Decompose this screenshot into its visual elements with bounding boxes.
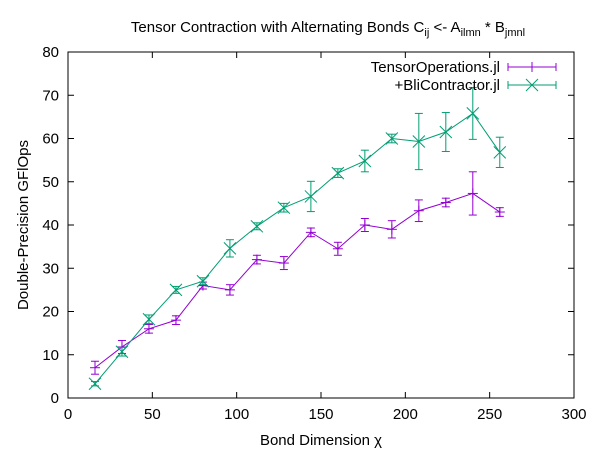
data-point <box>494 207 505 218</box>
y-tick-label: 60 <box>42 131 59 148</box>
data-point <box>439 125 453 139</box>
cross-marker-b <box>466 107 480 120</box>
cross-marker-b <box>331 166 345 180</box>
x-tick-label: 250 <box>477 406 502 423</box>
data-point <box>359 220 370 230</box>
cross-marker-b <box>385 132 399 145</box>
data-point <box>466 107 480 120</box>
data-point <box>331 166 345 180</box>
title-c-subscript: ij <box>424 27 429 39</box>
series-layer <box>88 86 507 391</box>
cross-marker-b <box>358 154 372 168</box>
legend-sample-marker <box>527 62 537 72</box>
data-point <box>467 188 478 199</box>
cross-marker-b <box>169 283 183 297</box>
data-point <box>305 227 316 238</box>
data-point <box>251 254 262 265</box>
data-point <box>169 283 183 297</box>
data-point <box>440 197 451 208</box>
data-point <box>493 145 507 159</box>
data-point <box>385 132 399 145</box>
cross-marker-b <box>115 345 129 359</box>
cross-marker-b <box>304 190 318 203</box>
data-point <box>223 242 237 255</box>
chart-title: Tensor Contraction with Alternating Bond… <box>131 19 525 39</box>
data-point <box>277 201 291 215</box>
legend-sample-1 <box>507 78 557 92</box>
data-point <box>304 190 318 203</box>
x-tick-labels: 0 50 100 150 200 250 300 <box>64 406 587 423</box>
legend: TensorOperations.jl +BliContractor.jl <box>371 59 557 94</box>
y-tick-label: 40 <box>42 217 59 234</box>
x-tick-label: 0 <box>64 406 72 423</box>
title-b-subscript: jmnl <box>504 27 525 39</box>
legend-sample-marker <box>525 78 539 92</box>
cross-marker-b <box>525 78 539 92</box>
legend-label-tensoroperations: TensorOperations.jl <box>371 59 500 76</box>
y-tick-label: 50 <box>42 174 59 191</box>
data-point <box>412 135 426 148</box>
data-point <box>413 205 424 216</box>
axis-ticks <box>67 51 575 399</box>
legend-samples <box>507 62 557 92</box>
cross-marker-b <box>196 274 210 288</box>
legend-label-blicontractor: +BliContractor.jl <box>395 77 500 94</box>
data-point <box>170 315 181 326</box>
data-point <box>115 345 129 359</box>
x-tick-label: 100 <box>224 406 249 423</box>
y-axis-label: Double-Precision GFlOps <box>15 140 32 310</box>
data-point <box>143 323 154 334</box>
x-tick-label: 150 <box>308 406 333 423</box>
y-tick-labels: 0 10 20 30 40 50 60 70 80 <box>42 44 59 407</box>
data-point <box>196 274 210 288</box>
title-arrow: <- A <box>429 19 460 36</box>
series-line <box>94 192 501 369</box>
cross-marker-b <box>493 145 507 159</box>
y-tick-label: 20 <box>42 304 59 321</box>
cross-marker-b <box>277 201 291 215</box>
data-point <box>332 243 343 254</box>
cross-marker-b <box>88 377 102 391</box>
cross-marker-b <box>142 312 156 326</box>
title-times: * B <box>481 19 505 36</box>
data-point <box>142 312 156 326</box>
series-1 <box>88 86 507 391</box>
data-point <box>224 284 235 295</box>
data-point <box>250 219 264 233</box>
x-tick-label: 50 <box>144 406 161 423</box>
cross-marker-b <box>412 135 426 148</box>
cross-marker-b <box>223 242 237 255</box>
data-point <box>386 224 397 235</box>
y-tick-label: 0 <box>51 390 59 407</box>
y-tick-label: 70 <box>42 87 59 104</box>
title-main: Tensor Contraction with Alternating Bond… <box>131 19 425 36</box>
x-axis-label: Bond Dimension χ <box>260 432 382 449</box>
legend-sample-0 <box>507 62 557 72</box>
x-tick-label: 200 <box>393 406 418 423</box>
cross-marker-b <box>250 219 264 233</box>
y-tick-label: 80 <box>42 44 59 61</box>
data-point <box>278 258 289 269</box>
plot-frame <box>67 51 575 399</box>
title-a-subscript: ilmn <box>461 27 481 39</box>
y-tick-label: 10 <box>42 347 59 364</box>
y-tick-label: 30 <box>42 260 59 277</box>
x-tick-label: 300 <box>561 406 586 423</box>
data-point <box>358 154 372 168</box>
cross-marker-b <box>439 125 453 139</box>
data-point <box>89 362 100 373</box>
data-point <box>88 377 102 391</box>
series-line <box>94 112 501 385</box>
